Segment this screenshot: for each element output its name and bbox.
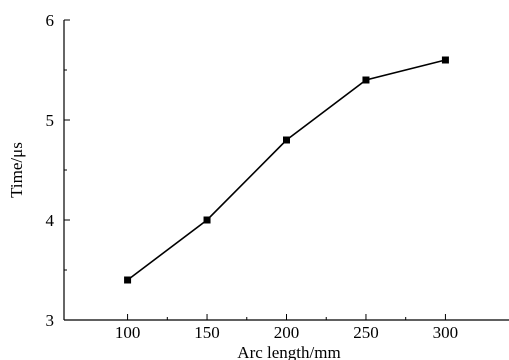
x-tick-label: 300 (433, 323, 459, 342)
y-tick-label: 5 (46, 111, 55, 130)
data-point (441, 56, 449, 64)
plot-frame (63, 20, 509, 321)
y-axis-label: Time/μs (7, 142, 26, 198)
y-tick-label: 3 (46, 311, 55, 330)
x-axis-ticks: 100 150 200 250 300 (115, 314, 458, 342)
data-point (124, 276, 132, 284)
data-point (362, 76, 370, 84)
x-tick-label: 150 (194, 323, 220, 342)
data-point (283, 136, 290, 144)
series-layer (124, 56, 449, 284)
y-axis-ticks: 3 4 5 6 (46, 11, 70, 330)
x-axis-label: Arc length/mm (237, 343, 340, 360)
x-tick-label: 100 (115, 323, 141, 342)
x-tick-label: 200 (274, 323, 300, 342)
y-tick-label: 6 (46, 11, 55, 30)
data-point (203, 216, 211, 224)
y-tick-label: 4 (46, 211, 55, 230)
series-line (127, 59, 446, 281)
x-tick-label: 250 (353, 323, 379, 342)
